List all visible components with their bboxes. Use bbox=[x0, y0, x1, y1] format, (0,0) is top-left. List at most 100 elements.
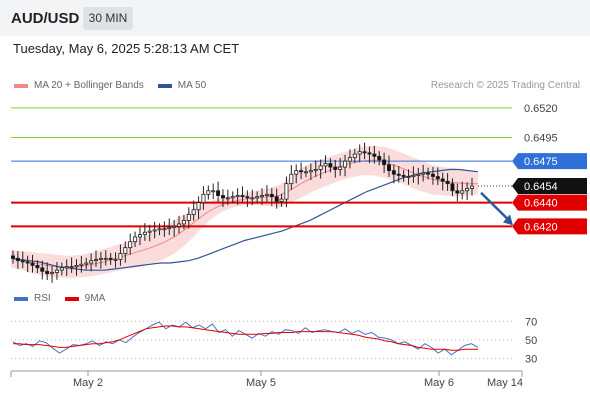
candle-up bbox=[79, 263, 84, 266]
rsi-ma-line bbox=[13, 325, 478, 351]
candle-up bbox=[313, 169, 318, 172]
x-tick-label: May 2 bbox=[73, 377, 103, 389]
timestamp: Tuesday, May 6, 2025 5:28:13 AM CET bbox=[13, 41, 240, 56]
candle-down bbox=[274, 196, 279, 202]
candle-up bbox=[411, 174, 416, 177]
chart-header: AUD/USD 30 MIN bbox=[0, 0, 590, 36]
candle-up bbox=[69, 266, 74, 268]
symbol-label: AUD/USD bbox=[11, 10, 80, 27]
timeframe-button[interactable]: 30 MIN bbox=[83, 7, 133, 30]
candle-down bbox=[440, 178, 445, 182]
candle-up bbox=[133, 236, 138, 243]
candle-up bbox=[255, 196, 260, 199]
candle-up bbox=[64, 266, 69, 269]
candle-down bbox=[40, 267, 45, 272]
credit-text: Research © 2025 Trading Central bbox=[430, 80, 580, 91]
candle-up bbox=[50, 272, 55, 275]
candle-down bbox=[396, 173, 401, 176]
candle-down bbox=[455, 190, 460, 194]
candle-up bbox=[118, 253, 123, 260]
level-0-6420-badge bbox=[512, 218, 587, 235]
ma20-swatch bbox=[14, 83, 28, 88]
candle-down bbox=[240, 195, 245, 198]
x-tick-label: May 5 bbox=[246, 377, 276, 389]
candle-down bbox=[377, 156, 382, 161]
candle-down bbox=[430, 173, 435, 177]
candle-up bbox=[284, 183, 289, 200]
candle-up bbox=[89, 260, 94, 264]
level-0-6440-label: 0.6440 bbox=[524, 198, 558, 210]
candle-down bbox=[435, 176, 440, 180]
main-legend: MA 20 + Bollinger Bands MA 50 bbox=[14, 80, 206, 91]
candle-up bbox=[230, 196, 235, 199]
candle-up bbox=[250, 197, 255, 200]
rsi-legend: RSI 9MA bbox=[14, 293, 105, 304]
candle-up bbox=[308, 170, 313, 173]
candle-up bbox=[162, 228, 167, 231]
candle-down bbox=[108, 257, 113, 260]
forecast-arrow-head bbox=[503, 214, 513, 226]
candle-up bbox=[137, 234, 142, 238]
candle-up bbox=[406, 176, 411, 178]
candle-up bbox=[352, 153, 357, 159]
candle-up bbox=[177, 223, 182, 227]
candle-up bbox=[235, 195, 240, 198]
candle-up bbox=[347, 157, 352, 162]
ma50-swatch bbox=[157, 83, 172, 88]
level-0-6420-label: 0.6420 bbox=[524, 221, 558, 233]
rsi-tick-label: 70 bbox=[525, 316, 537, 328]
candle-down bbox=[216, 190, 221, 196]
candle-down bbox=[362, 151, 367, 154]
rsi-ma-swatch bbox=[64, 296, 79, 301]
candle-up bbox=[186, 214, 191, 221]
candle-down bbox=[367, 152, 372, 155]
candle-up bbox=[260, 195, 265, 198]
candle-up bbox=[54, 269, 59, 273]
candle-up bbox=[142, 231, 147, 236]
level-0-6520-label: 0.6520 bbox=[524, 103, 558, 115]
level-0-6454-badge bbox=[512, 178, 587, 195]
candle-down bbox=[445, 180, 450, 185]
candle-down bbox=[30, 262, 35, 266]
candle-down bbox=[10, 255, 15, 259]
rsi-line bbox=[12, 321, 479, 356]
candle-up bbox=[74, 265, 79, 267]
candle-up bbox=[123, 247, 128, 254]
candle-up bbox=[469, 185, 474, 189]
level-0-6454-label: 0.6454 bbox=[524, 181, 558, 193]
candle-up bbox=[201, 193, 206, 204]
candle-up bbox=[167, 227, 172, 230]
candle-down bbox=[35, 265, 40, 269]
ma50-legend-label: MA 50 bbox=[177, 80, 207, 91]
candle-down bbox=[220, 195, 225, 199]
level-0-6475-badge bbox=[512, 153, 587, 170]
candle-up bbox=[196, 202, 201, 211]
ma20-legend-label: MA 20 + Bollinger Bands bbox=[34, 80, 144, 91]
candle-up bbox=[416, 173, 421, 176]
ma50-line bbox=[10, 168, 479, 271]
candle-up bbox=[279, 198, 284, 202]
candle-up bbox=[323, 163, 328, 167]
candle-down bbox=[372, 153, 377, 157]
candle-up bbox=[206, 190, 211, 195]
candle-down bbox=[382, 159, 387, 166]
x-tick-label: May 14 bbox=[487, 377, 523, 389]
candle-up bbox=[152, 229, 157, 232]
candle-up bbox=[338, 166, 343, 170]
candle-up bbox=[84, 262, 89, 265]
candle-up bbox=[191, 209, 196, 215]
candle-up bbox=[147, 230, 152, 233]
rsi-tick-label: 50 bbox=[525, 335, 537, 347]
candle-down bbox=[391, 170, 396, 175]
candle-up bbox=[460, 190, 465, 194]
rsi-ma-legend-label: 9MA bbox=[84, 293, 106, 304]
candle-up bbox=[465, 188, 470, 192]
candle-up bbox=[103, 257, 108, 260]
candle-down bbox=[299, 170, 304, 173]
candle-up bbox=[264, 193, 269, 196]
bollinger-band bbox=[11, 145, 478, 279]
candle-up bbox=[128, 241, 133, 249]
candle-down bbox=[269, 193, 274, 198]
candle-up bbox=[294, 170, 299, 175]
